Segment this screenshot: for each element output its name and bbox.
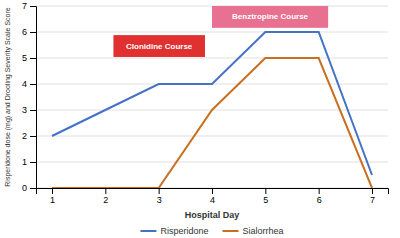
tick-label: 3 [157,195,162,205]
tick-label: 2 [103,195,108,205]
series-line [52,32,372,175]
tick: 1 [50,188,55,205]
tick-mark [372,188,373,194]
tick-mark [30,6,36,7]
tick-mark [30,188,36,189]
tick: 0 [22,183,36,193]
legend: Risperidone Sialorrhea [140,226,283,236]
legend-item: Sialorrhea [223,226,284,236]
annotation-text: Benztropine Course [232,12,309,21]
plot: 1 2 3 4 5 6 7 0 1 2 3 4 5 6 7 Clonidine Course Benztropi… [4,1,389,236]
tick-mark [30,136,36,137]
tick: 3 [22,105,36,115]
x-axis: 1 2 3 4 5 6 7 [37,188,389,205]
annotation-text: Clonidine Course [126,42,193,51]
tick-label: 1 [22,157,27,167]
tick-mark [30,32,36,33]
tick-label: 7 [370,195,375,205]
y-axis: 0 1 2 3 4 5 6 7 [22,1,37,193]
tick-mark [319,188,320,194]
tick-label: 6 [22,27,27,37]
tick-label: 4 [22,79,27,89]
tick: 6 [22,27,36,37]
grid-line [36,58,388,59]
tick-mark [30,162,36,163]
tick: 2 [103,188,108,205]
tick: 3 [157,188,162,205]
tick-mark [30,84,36,85]
tick-label: 6 [317,195,322,205]
lines [52,32,372,188]
tick: 1 [22,157,36,167]
tick: 7 [22,1,36,11]
tick: 7 [370,188,375,205]
tick-mark [105,188,106,194]
tick-mark [159,188,160,194]
tick: 2 [22,131,36,141]
tick-label: 7 [22,1,27,11]
tick-label: 4 [210,195,215,205]
tick-label: 5 [22,53,27,63]
legend-swatch [223,230,239,232]
tick-mark [30,110,36,111]
tick-mark [52,188,53,194]
annotation-box [212,6,328,28]
tick-mark [265,188,266,194]
tick-label: 5 [263,195,268,205]
tick: 4 [210,188,215,205]
annotations: Clonidine Course Benztropine Course [113,6,328,57]
tick: 5 [263,188,268,205]
grid-line [36,136,388,137]
grid-line [36,32,388,33]
tick-label: 0 [22,183,27,193]
chart: 1 2 3 4 5 6 7 0 1 2 3 4 5 6 7 Clonidine Course Benztropi… [0,0,400,238]
x-axis-title: Hospital Day [185,210,240,220]
tick-label: 3 [22,105,27,115]
tick: 6 [317,188,322,205]
tick-label: 1 [50,195,55,205]
tick: 5 [22,53,36,63]
tick-mark [212,188,213,194]
annotation-box [113,35,205,57]
grid-line [36,162,388,163]
legend-item: Risperidone [140,226,208,236]
legend-swatch [140,230,156,232]
tick: 4 [22,79,36,89]
tick-label: 2 [22,131,27,141]
tick-mark [30,58,36,59]
legend-label: Sialorrhea [243,226,284,236]
series-line [52,58,372,188]
legend-label: Risperidone [160,226,208,236]
grid [36,6,388,188]
axis-line [37,189,389,195]
axis-line [30,7,37,189]
y-axis-title: Risperidone dose (mg) and Drooling Sever… [4,7,12,186]
